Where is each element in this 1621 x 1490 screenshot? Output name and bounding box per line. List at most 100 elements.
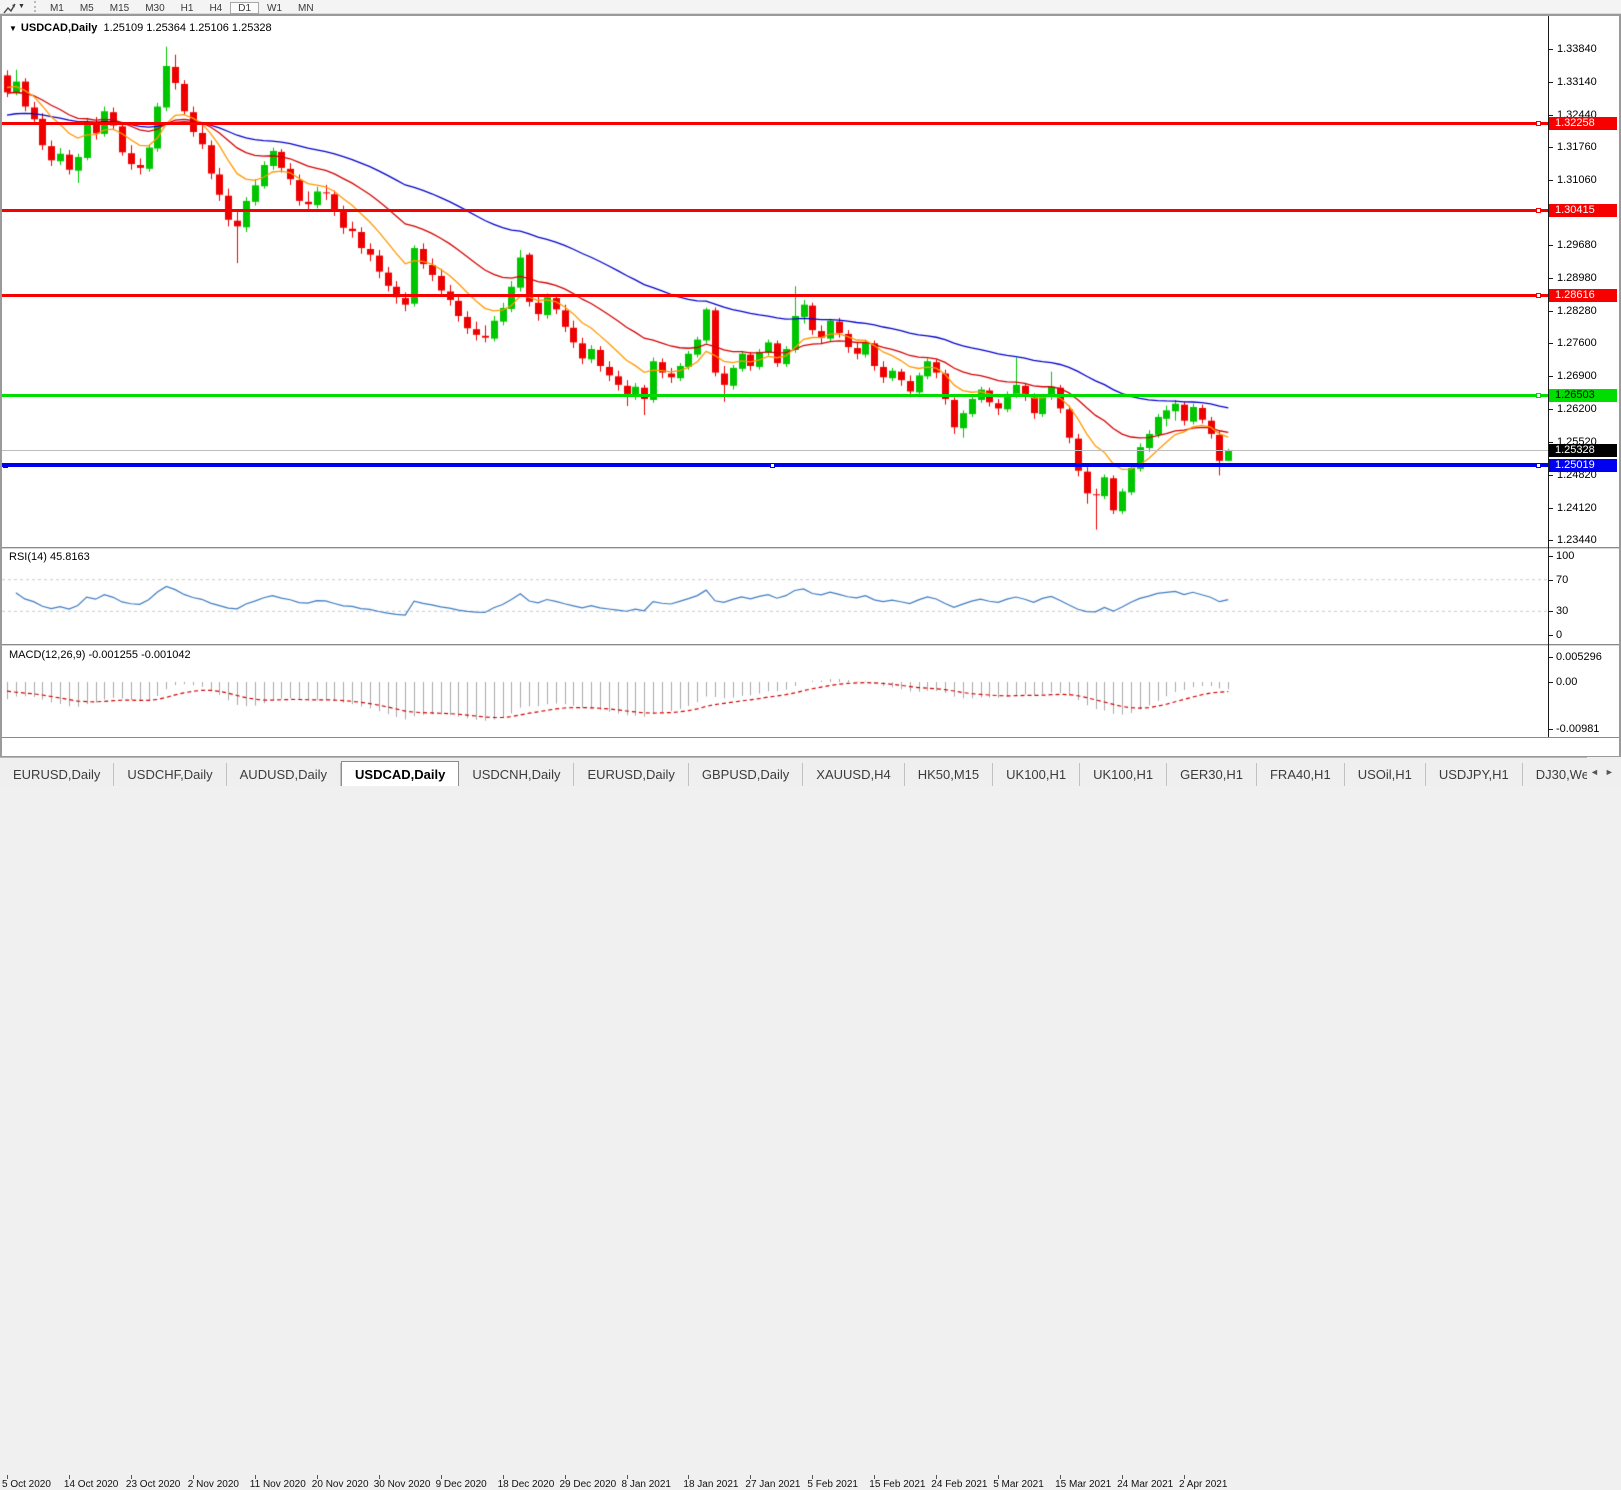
symbol-dropdown-icon[interactable]: ▼: [9, 24, 17, 33]
chart-symbol-label: USDCAD,Daily: [20, 22, 98, 34]
horizontal-level-line[interactable]: [2, 463, 1548, 468]
level-anchor-square[interactable]: [770, 462, 775, 468]
date-tick-label: 20 Nov 2020: [311, 1479, 369, 1490]
dropdown-caret-icon[interactable]: ▼: [18, 3, 25, 10]
macd-scale-label: 0.00: [1556, 676, 1578, 688]
date-tick-label: 24 Mar 2021: [1117, 1479, 1174, 1490]
tab-scroll-left-icon[interactable]: ◄: [1590, 766, 1599, 777]
line-studies-cursor-icon[interactable]: [3, 1, 17, 13]
price-axis-line: [1548, 16, 1549, 737]
timeframe-button-M30[interactable]: M30: [145, 2, 165, 14]
chart-tab-USDCHF-Daily[interactable]: USDCHF,Daily: [114, 763, 227, 786]
date-tick-label: 18 Dec 2020: [497, 1479, 555, 1490]
level-anchor-square[interactable]: [1536, 292, 1541, 298]
timeframe-button-M5[interactable]: M5: [79, 2, 94, 14]
price-tick-label: 1.31060: [1557, 174, 1597, 187]
rsi-scale-label: 30: [1556, 605, 1569, 618]
panel-separator[interactable]: [2, 547, 1619, 550]
price-tick-label: 1.26900: [1557, 370, 1597, 383]
date-tick-label: 15 Feb 2021: [869, 1479, 926, 1490]
date-tick-label: 5 Mar 2021: [993, 1479, 1044, 1490]
price-tick-mark: [1549, 441, 1553, 443]
price-tick-mark: [1549, 343, 1553, 345]
price-tick-label: 1.28280: [1557, 305, 1597, 318]
rsi-scale-tick: [1549, 579, 1553, 581]
chart-tab-USOil-H1[interactable]: USOil,H1: [1345, 763, 1426, 786]
timeframe-button-M15[interactable]: M15: [109, 2, 130, 14]
price-chart-canvas[interactable]: [2, 16, 1548, 737]
price-tick-label: 1.33840: [1557, 43, 1597, 55]
horizontal-level-line[interactable]: [2, 293, 1548, 297]
horizontal-level-line[interactable]: [2, 209, 1548, 213]
price-tick-mark: [1549, 507, 1553, 509]
price-axis-badge: 1.25019: [1549, 458, 1617, 472]
price-axis-badge: 1.28616: [1549, 288, 1617, 302]
timeframe-button-MN[interactable]: MN: [298, 2, 314, 14]
chart-tab-UK100-H1[interactable]: UK100,H1: [993, 763, 1081, 786]
toolbar-grip[interactable]: [33, 1, 37, 12]
price-tick-mark: [1549, 376, 1553, 378]
tab-scroll-right-icon[interactable]: ►: [1604, 766, 1614, 777]
chart-tab-HK50-M15[interactable]: HK50,M15: [905, 763, 994, 786]
level-anchor-square[interactable]: [1536, 121, 1541, 127]
symbol-tab-bar: EURUSD,Daily USDCHF,Daily AUDUSD,Daily USDC…: [0, 757, 1621, 786]
price-tick-mark: [1549, 539, 1553, 541]
chart-tab-UK100-H1[interactable]: UK100,H1: [1080, 763, 1168, 786]
date-tick-label: 27 Jan 2021: [745, 1479, 801, 1490]
rsi-scale-tick: [1549, 611, 1553, 613]
horizontal-level-line[interactable]: [2, 122, 1548, 126]
price-axis-badge: 1.30415: [1549, 204, 1617, 218]
chart-tab-AUDUSD-Daily[interactable]: AUDUSD,Daily: [227, 763, 342, 786]
price-tick-label: 1.28980: [1557, 272, 1597, 285]
price-tick-label: 1.29680: [1557, 239, 1597, 252]
date-tick-label: 2 Apr 2021: [1179, 1479, 1228, 1490]
chart-tab-USDCNH-Daily[interactable]: USDCNH,Daily: [459, 763, 575, 786]
date-tick-label: 14 Oct 2020: [63, 1479, 119, 1490]
panel-separator[interactable]: [2, 644, 1619, 647]
rsi-scale-label: 70: [1556, 573, 1569, 586]
tab-scroll-arrows: ◄ ►: [1587, 757, 1621, 786]
chart-tab-USDCAD-Daily[interactable]: USDCAD,Daily: [341, 761, 460, 786]
rsi-scale-tick: [1549, 635, 1553, 636]
level-anchor-square[interactable]: [1536, 208, 1541, 214]
chart-tab-FRA40-H1[interactable]: FRA40,H1: [1257, 763, 1345, 786]
rsi-scale-tick: [1549, 556, 1553, 557]
price-tick-label: 1.31760: [1557, 141, 1597, 154]
date-tick-label: 5 Feb 2021: [807, 1479, 858, 1490]
date-axis[interactable]: 5 Oct 2020 14 Oct 2020 23 Oct 2020 2 Nov 20…: [0, 737, 1548, 1490]
chart-tab-XAUUSD-H4[interactable]: XAUUSD,H4: [803, 763, 905, 786]
timeframe-button-H4[interactable]: H4: [209, 2, 223, 14]
level-anchor-square[interactable]: [3, 462, 8, 468]
timeframe-button-M1[interactable]: M1: [49, 2, 64, 14]
rsi-scale-label: 0: [1556, 629, 1563, 641]
timeframe-button-W1[interactable]: W1: [267, 2, 283, 14]
date-tick-label: 24 Feb 2021: [931, 1479, 988, 1490]
date-tick-label: 8 Jan 2021: [621, 1479, 672, 1490]
price-tick-mark: [1549, 180, 1553, 182]
macd-scale-tick: [1549, 682, 1553, 683]
chart-title: ▼ USDCAD,Daily 1.25109 1.25364 1.25106 1.…: [9, 22, 272, 34]
date-tick-label: 23 Oct 2020: [125, 1479, 181, 1490]
rsi-indicator-label: RSI(14) 45.8163: [9, 551, 90, 563]
date-tick-label: 18 Jan 2021: [683, 1479, 739, 1490]
date-tick-label: 15 Mar 2021: [1055, 1479, 1112, 1490]
timeframe-button-H1[interactable]: H1: [180, 2, 194, 14]
price-tick-mark: [1549, 409, 1553, 411]
date-tick-label: 5 Oct 2020: [2, 1479, 51, 1490]
date-tick-label: 29 Dec 2020: [559, 1479, 617, 1490]
level-anchor-square[interactable]: [1536, 462, 1541, 468]
price-axis-badge: 1.25328: [1549, 444, 1617, 457]
time-axis-line: [2, 737, 1619, 738]
price-tick-mark: [1549, 115, 1553, 116]
chart-tab-EURUSD-Daily[interactable]: EURUSD,Daily: [0, 763, 115, 786]
chart-tab-USDJPY-H1[interactable]: USDJPY,H1: [1426, 763, 1523, 786]
level-anchor-square[interactable]: [1536, 392, 1541, 398]
chart-tab-GER30-H1[interactable]: GER30,H1: [1167, 763, 1257, 786]
macd-scale-tick: [1549, 656, 1553, 658]
horizontal-level-line[interactable]: [2, 393, 1548, 397]
timeframe-button-D1[interactable]: D1: [230, 1, 260, 14]
timeframe-toolbar: ▼ M1 M5 M15 M30 H1 H4 D1 W1 MN: [0, 0, 1621, 14]
chart-tab-GBPUSD-Daily[interactable]: GBPUSD,Daily: [689, 763, 804, 786]
chart-tab-EURUSD-Daily[interactable]: EURUSD,Daily: [574, 763, 689, 786]
price-tick-mark: [1549, 474, 1553, 476]
